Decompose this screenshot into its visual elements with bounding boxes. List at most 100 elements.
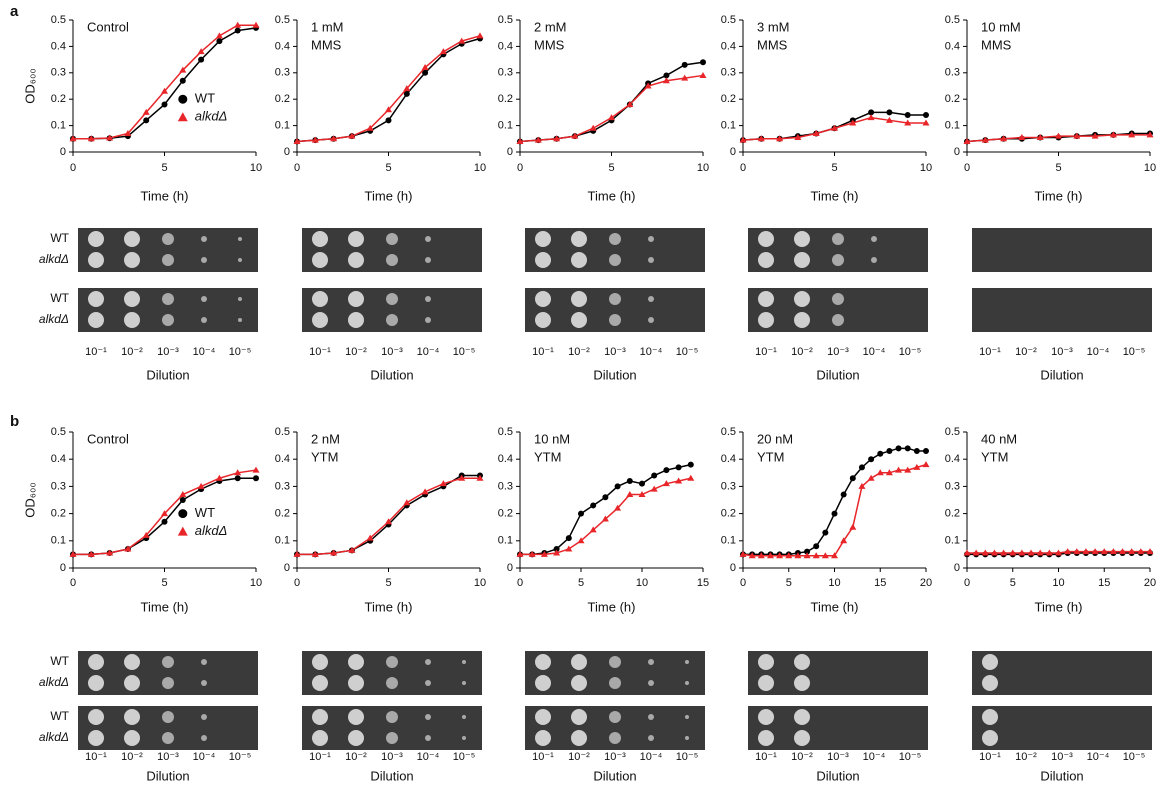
- plate-axis-label: Dilution: [146, 367, 189, 382]
- colony-spot: [386, 677, 398, 689]
- colony-spot: [758, 675, 774, 691]
- dilution-label: 10⁻⁵: [1123, 751, 1146, 763]
- colony-spot: [201, 659, 207, 665]
- x-tick-label: 0: [740, 577, 746, 589]
- annotation: YTM: [311, 449, 338, 464]
- marker: [458, 474, 466, 481]
- y-tick-label: 0.4: [945, 40, 960, 52]
- series-line: [297, 474, 480, 556]
- dilution-label: 10⁻²: [345, 346, 367, 358]
- dilution-label: 10⁻²: [121, 346, 143, 358]
- colony-spot: [386, 293, 398, 305]
- marker: [766, 552, 774, 559]
- colony-spot: [648, 236, 654, 242]
- colony-spot: [425, 296, 431, 302]
- dilution-label: 10⁻²: [568, 346, 590, 358]
- x-tick-label: 20: [1144, 577, 1156, 589]
- plate-axis-label: Dilution: [816, 367, 859, 382]
- marker: [840, 537, 848, 544]
- marker: [1018, 549, 1026, 556]
- x-tick-label: 5: [1010, 577, 1016, 589]
- colony-spot: [201, 714, 207, 720]
- legend-marker: [177, 526, 188, 536]
- plate-axis-label: Dilution: [370, 367, 413, 382]
- annotation: MMS: [311, 37, 342, 52]
- annotation: MMS: [757, 37, 788, 52]
- marker: [476, 474, 484, 481]
- colony-spot: [648, 296, 654, 302]
- series-line: [742, 463, 927, 557]
- marker: [516, 137, 524, 144]
- y-tick-label: 0.2: [721, 93, 736, 105]
- marker: [330, 549, 338, 556]
- colony-spot: [88, 730, 104, 746]
- colony-spot: [535, 709, 551, 725]
- marker: [161, 101, 168, 108]
- colony-spot: [312, 312, 328, 328]
- marker: [868, 456, 875, 463]
- y-axis-label: OD₆₀₀: [22, 482, 37, 518]
- colony-spot: [124, 231, 140, 247]
- x-axis-label: Time (h): [588, 188, 636, 203]
- x-tick-label: 0: [70, 162, 76, 174]
- colony-spot: [648, 257, 654, 263]
- annotation: 2 mM: [534, 19, 567, 34]
- colony-spot: [312, 654, 328, 670]
- colony-spot: [832, 254, 844, 266]
- marker: [794, 133, 802, 140]
- marker: [87, 135, 95, 142]
- annotation: 40 nM: [981, 431, 1017, 446]
- plate-axis-label: Dilution: [593, 367, 636, 382]
- dilution-label: 10⁻⁵: [229, 751, 252, 763]
- plate: [972, 651, 1152, 695]
- dilution-label: 10⁻⁵: [229, 346, 252, 358]
- y-tick-label: 0.2: [498, 508, 513, 520]
- marker: [831, 124, 838, 131]
- y-axis-label: OD₆₀₀: [22, 68, 37, 104]
- plate-axis-label: Dilution: [1040, 367, 1083, 382]
- y-tick-label: 0.1: [275, 120, 290, 132]
- colony-spot: [832, 293, 844, 305]
- x-axis-label: Time (h): [141, 599, 189, 614]
- dilution-label: 10⁻⁵: [899, 346, 922, 358]
- marker: [69, 135, 77, 142]
- colony-spot: [124, 654, 140, 670]
- marker: [1073, 548, 1081, 555]
- marker: [1009, 549, 1017, 556]
- annotation: 20 nM: [757, 431, 793, 446]
- x-tick-label: 5: [786, 577, 792, 589]
- colony-spot: [88, 654, 104, 670]
- marker: [179, 66, 187, 73]
- y-tick-label: 0: [284, 562, 290, 574]
- colony-spot: [982, 654, 998, 670]
- y-tick-label: 0.5: [498, 426, 513, 438]
- marker: [614, 483, 621, 490]
- y-tick-label: 0: [730, 146, 736, 158]
- dilution-label: 10⁻⁴: [863, 751, 886, 763]
- dilution-label: 10⁻³: [157, 346, 179, 358]
- marker: [876, 469, 884, 476]
- marker: [644, 82, 652, 89]
- colony-spot: [425, 236, 431, 242]
- marker: [348, 132, 356, 139]
- colony-spot: [312, 252, 328, 268]
- marker: [700, 59, 706, 66]
- dilution-label: 10⁻²: [791, 346, 813, 358]
- colony-spot: [535, 654, 551, 670]
- x-tick-label: 10: [828, 577, 840, 589]
- y-tick-label: 0.2: [721, 508, 736, 520]
- marker: [142, 108, 150, 115]
- marker: [638, 491, 646, 498]
- colony-spot: [685, 681, 689, 685]
- colony-spot: [794, 675, 810, 691]
- annotation: YTM: [757, 449, 784, 464]
- marker: [458, 37, 466, 44]
- marker: [528, 550, 536, 557]
- marker: [179, 77, 186, 84]
- marker: [804, 548, 811, 555]
- colony-spot: [609, 314, 621, 326]
- marker: [849, 119, 857, 126]
- y-tick-label: 0.2: [51, 508, 66, 520]
- colony-spot: [871, 236, 877, 242]
- colony-spot: [201, 257, 207, 263]
